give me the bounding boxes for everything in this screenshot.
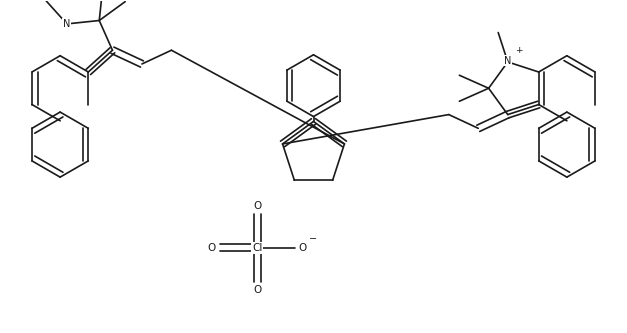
Text: Cl: Cl [252, 243, 262, 253]
Text: N: N [504, 56, 512, 66]
Text: −: − [310, 234, 318, 244]
Text: N: N [63, 19, 71, 29]
Text: +: + [515, 46, 523, 55]
Text: O: O [253, 200, 261, 210]
Text: O: O [253, 285, 261, 295]
Text: O: O [208, 243, 216, 253]
Text: O: O [299, 243, 307, 253]
